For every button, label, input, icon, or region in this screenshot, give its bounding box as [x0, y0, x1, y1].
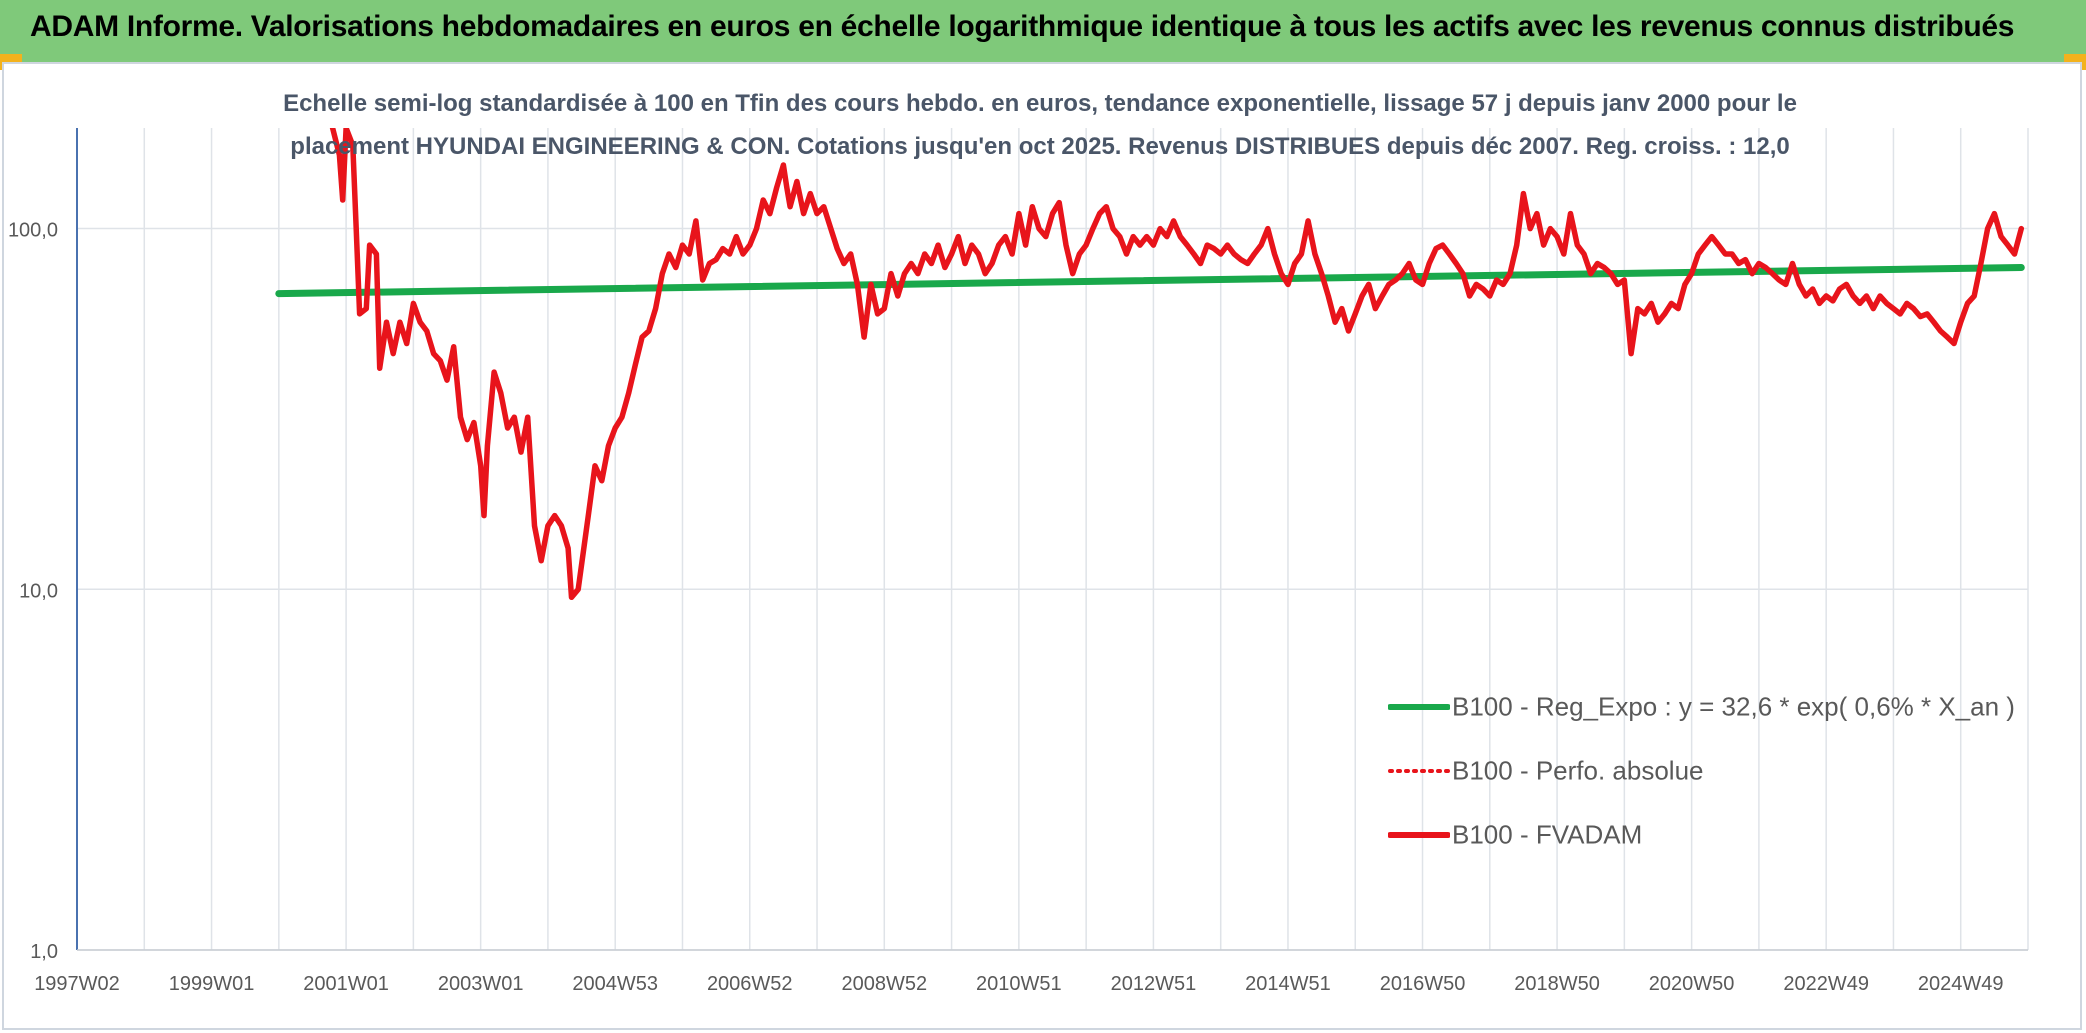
y-tick-label: 10,0 — [19, 580, 58, 602]
x-tick-label: 2016W50 — [1380, 973, 1466, 995]
series-line-0 — [275, 264, 2025, 298]
x-tick-label: 2022W49 — [1783, 973, 1869, 995]
x-tick-label: 2010W51 — [976, 973, 1062, 995]
x-tick-label: 2012W51 — [1111, 973, 1197, 995]
chart-title-line-2: placement HYUNDAI ENGINEERING & CON. Cot… — [290, 133, 1790, 160]
legend-label-2: B100 - FVADAM — [1452, 819, 1643, 850]
legend-label-0: B100 - Reg_Expo : y = 32,6 * exp( 0,6% *… — [1452, 691, 2015, 722]
x-tick-label: 2024W49 — [1918, 973, 2004, 995]
chart-title-line-1: Echelle semi-log standardisée à 100 en T… — [283, 90, 1797, 117]
y-tick-label: 1,0 — [30, 941, 58, 963]
x-tick-label: 2004W53 — [572, 973, 658, 995]
x-tick-label: 2003W01 — [438, 973, 524, 995]
legend-swatch-2 — [1387, 832, 1451, 839]
series-line-2 — [329, 128, 2025, 601]
x-tick-label: 1999W01 — [169, 973, 255, 995]
x-tick-label: 2020W50 — [1649, 973, 1735, 995]
legend-item-0: B100 - Reg_Expo : y = 32,6 * exp( 0,6% *… — [1387, 690, 2015, 723]
legend-item-1: B100 - Perfo. absolue — [1388, 754, 1704, 787]
legend-label-1: B100 - Perfo. absolue — [1452, 755, 1704, 786]
x-tick-label: 2006W52 — [707, 973, 793, 995]
x-tick-label: 2001W01 — [303, 973, 389, 995]
chart-frame — [2, 62, 2082, 1030]
x-tick-label: 2008W52 — [841, 973, 927, 995]
legend-swatch-1 — [1388, 769, 1450, 774]
x-tick-label: 2014W51 — [1245, 973, 1331, 995]
y-tick-label: 100,0 — [8, 220, 58, 242]
x-tick-label: 2018W50 — [1514, 973, 1600, 995]
legend-swatch-0 — [1387, 704, 1451, 711]
x-tick-label: 1997W02 — [34, 973, 120, 995]
header-banner: ADAM Informe. Valorisations hebdomadaire… — [0, 0, 2086, 62]
report-title: ADAM Informe. Valorisations hebdomadaire… — [30, 10, 2015, 43]
legend-item-2: B100 - FVADAM — [1387, 818, 1643, 851]
